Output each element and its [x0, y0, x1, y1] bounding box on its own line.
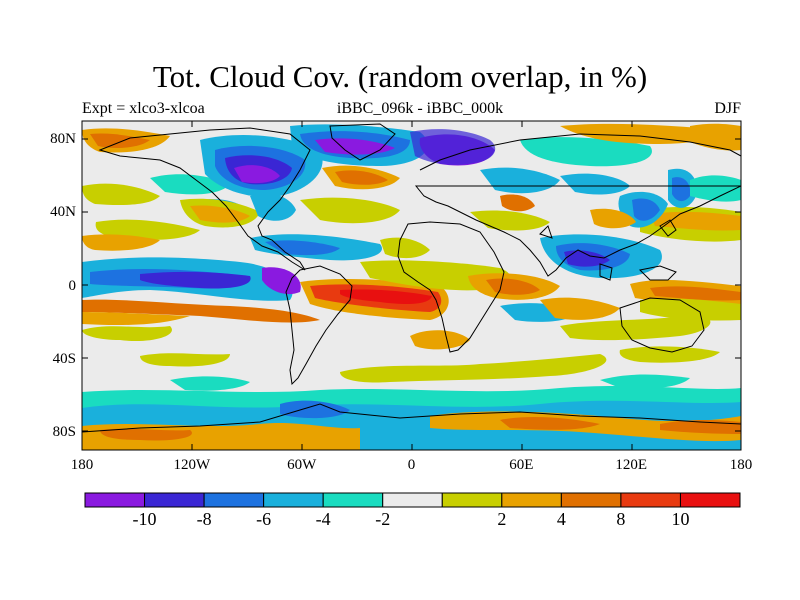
- anomaly-region: [619, 346, 720, 363]
- colorbar-swatch: [84, 492, 146, 508]
- anomaly-region: [335, 170, 388, 185]
- anomaly-region: [500, 417, 600, 430]
- colorbar-label: -4: [315, 509, 331, 529]
- colorbar-label: -8: [196, 509, 212, 529]
- anomaly-region: [410, 330, 470, 350]
- colorbar-label: 2: [497, 509, 507, 529]
- anomaly-region: [560, 123, 708, 144]
- latitude-tick-label: 80S: [52, 423, 76, 440]
- anomaly-region: [140, 271, 251, 289]
- anomaly-region: [82, 299, 320, 323]
- anomaly-region: [315, 138, 395, 155]
- colorbar-label: 4: [556, 509, 566, 529]
- anomaly-region: [672, 177, 691, 202]
- comparison-label: iBBC_096k - iBBC_000k: [336, 100, 504, 117]
- anomaly-region: [650, 211, 741, 231]
- colorbar-label: 10: [671, 509, 690, 529]
- anomaly-region: [520, 137, 652, 167]
- colorbar-swatch: [203, 492, 265, 508]
- anomaly-region: [560, 314, 711, 341]
- anomaly-region: [170, 376, 250, 391]
- anomaly-region: [82, 234, 160, 251]
- coastline-islands: [539, 219, 677, 281]
- anomaly-region: [640, 298, 741, 321]
- anomaly-region: [150, 174, 230, 195]
- colorbar-swatch: [382, 492, 443, 508]
- anomaly-region: [82, 386, 741, 408]
- colorbar-swatch: [322, 492, 384, 508]
- colorbar-label: -6: [256, 509, 272, 529]
- longitude-tick-label: 120E: [615, 457, 647, 473]
- experiment-label: Expt = xlco3-xlcoa: [82, 100, 205, 117]
- anomaly-region: [95, 219, 200, 240]
- anomaly-region: [540, 297, 620, 320]
- colorbar-swatch: [679, 492, 741, 508]
- anomaly-region: [560, 173, 630, 195]
- anomaly-region: [410, 129, 496, 165]
- colorbar-swatch: [144, 492, 205, 508]
- colorbar-swatch: [263, 492, 324, 508]
- anomaly-region: [564, 250, 610, 267]
- cloud-cover-anomaly-field: [82, 123, 741, 450]
- anomaly-region: [632, 198, 660, 221]
- colorbar-label: -2: [375, 509, 391, 529]
- anomaly-region: [480, 167, 560, 194]
- anomaly-region: [340, 289, 432, 304]
- longitude-tick-label: 180: [70, 457, 94, 473]
- colorbar: [84, 492, 741, 508]
- colorbar-swatch: [620, 492, 681, 508]
- anomaly-region: [500, 194, 535, 212]
- anomaly-region: [590, 208, 636, 229]
- anomaly-region: [280, 400, 350, 419]
- anomaly-region: [300, 197, 400, 224]
- anomaly-region: [600, 374, 690, 389]
- anomaly-region: [690, 175, 741, 202]
- anomaly-region: [690, 123, 741, 151]
- longitude-tick-label: 120W: [173, 457, 211, 473]
- coastline-greenland: [329, 123, 396, 161]
- coastlines: [82, 123, 741, 433]
- anomaly-region: [100, 428, 192, 441]
- coastline-australia: [619, 297, 705, 353]
- colorbar-label: 8: [616, 509, 626, 529]
- anomaly-region: [140, 353, 230, 367]
- season-label: DJF: [714, 100, 741, 117]
- anomaly-region: [82, 183, 160, 206]
- latitude-tick-label: 40S: [52, 350, 76, 367]
- anomaly-region: [262, 267, 301, 295]
- colorbar-swatch: [501, 492, 562, 508]
- coastline-north-america: [98, 127, 311, 271]
- longitude-tick-label: 180: [729, 457, 753, 473]
- anomaly-region: [650, 286, 741, 301]
- longitude-tick-label: 60E: [509, 457, 534, 473]
- latitude-tick-label: 0: [68, 277, 77, 294]
- anomaly-region: [82, 326, 172, 342]
- latitude-tick-label: 40N: [50, 204, 76, 221]
- anomaly-region: [82, 312, 190, 326]
- colorbar-label: -10: [132, 509, 157, 529]
- longitude-tick-label: 0: [407, 457, 416, 473]
- coastline-south-america: [285, 265, 353, 386]
- anomaly-region: [380, 237, 430, 259]
- anomaly-region: [234, 165, 280, 184]
- figure-title: Tot. Cloud Cov. (random overlap, in %): [152, 59, 648, 94]
- tick-marks: [82, 121, 741, 450]
- longitude-tick-label: 60W: [287, 457, 317, 473]
- colorbar-swatch: [441, 492, 503, 508]
- coastline-africa: [397, 221, 505, 353]
- colorbar-swatch: [560, 492, 622, 508]
- anomaly-region: [340, 354, 607, 383]
- coastline-antarctica: [82, 403, 741, 433]
- latitude-tick-label: 80N: [50, 131, 76, 148]
